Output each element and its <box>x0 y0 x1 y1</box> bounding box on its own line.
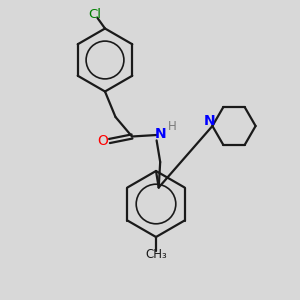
Text: Cl: Cl <box>88 8 101 22</box>
Text: N: N <box>204 114 216 128</box>
Text: CH₃: CH₃ <box>145 248 167 262</box>
Text: O: O <box>98 134 108 148</box>
Text: N: N <box>155 127 166 140</box>
Text: H: H <box>168 119 177 133</box>
